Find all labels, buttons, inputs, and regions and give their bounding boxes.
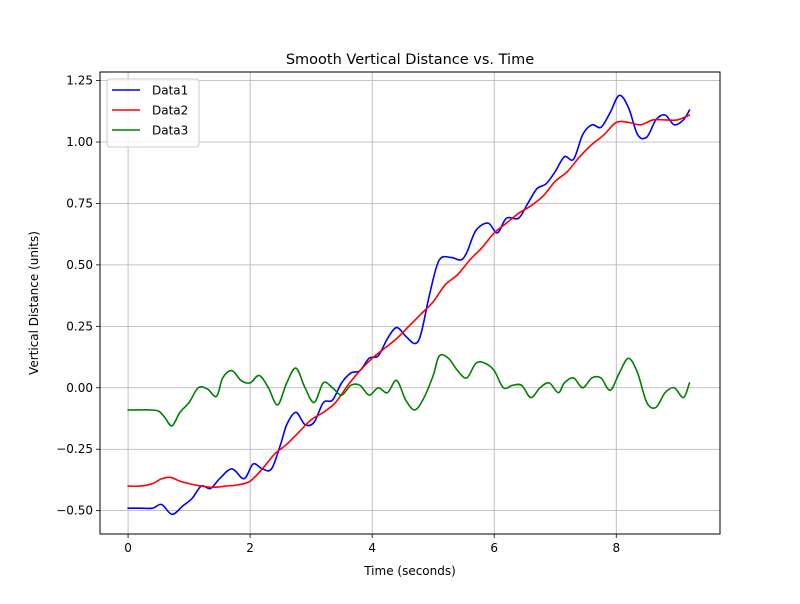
plot-frame — [99, 71, 721, 535]
y-axis-label: Vertical Distance (units) — [27, 231, 41, 375]
legend-label-data3: Data3 — [152, 124, 188, 138]
x-tick-label: 6 — [490, 541, 498, 555]
legend-label-data2: Data2 — [152, 104, 188, 118]
series-line-data2 — [127, 114, 691, 489]
series-line-data1 — [127, 94, 691, 516]
x-tick-label: 4 — [368, 541, 376, 555]
y-axis: −0.50 −0.25 0.00 0.25 0.50 0.75 1.00 1.25 — [56, 74, 100, 518]
legend: Data1 Data2 Data3 — [106, 78, 200, 148]
x-axis: 0 2 4 6 8 — [124, 534, 620, 555]
legend-label-data1: Data1 — [152, 84, 188, 98]
series-group — [127, 94, 691, 516]
y-tick-label: −0.50 — [56, 504, 93, 518]
plot-area — [100, 72, 720, 534]
y-tick-label: 0.25 — [66, 319, 93, 333]
y-tick-label: 0.50 — [66, 258, 93, 272]
y-tick-label: 1.25 — [66, 74, 93, 88]
y-tick-label: 1.00 — [66, 135, 93, 149]
y-tick-label: −0.25 — [56, 442, 93, 456]
x-tick-label: 0 — [124, 541, 132, 555]
series-line-data3 — [127, 353, 691, 427]
x-axis-label: Time (seconds) — [363, 564, 456, 578]
x-tick-label: 2 — [246, 541, 254, 555]
grid — [100, 72, 720, 534]
chart-title: Smooth Vertical Distance vs. Time — [286, 52, 534, 68]
x-tick-label: 8 — [612, 541, 620, 555]
y-tick-label: 0.00 — [66, 381, 93, 395]
y-tick-label: 0.75 — [66, 196, 93, 210]
